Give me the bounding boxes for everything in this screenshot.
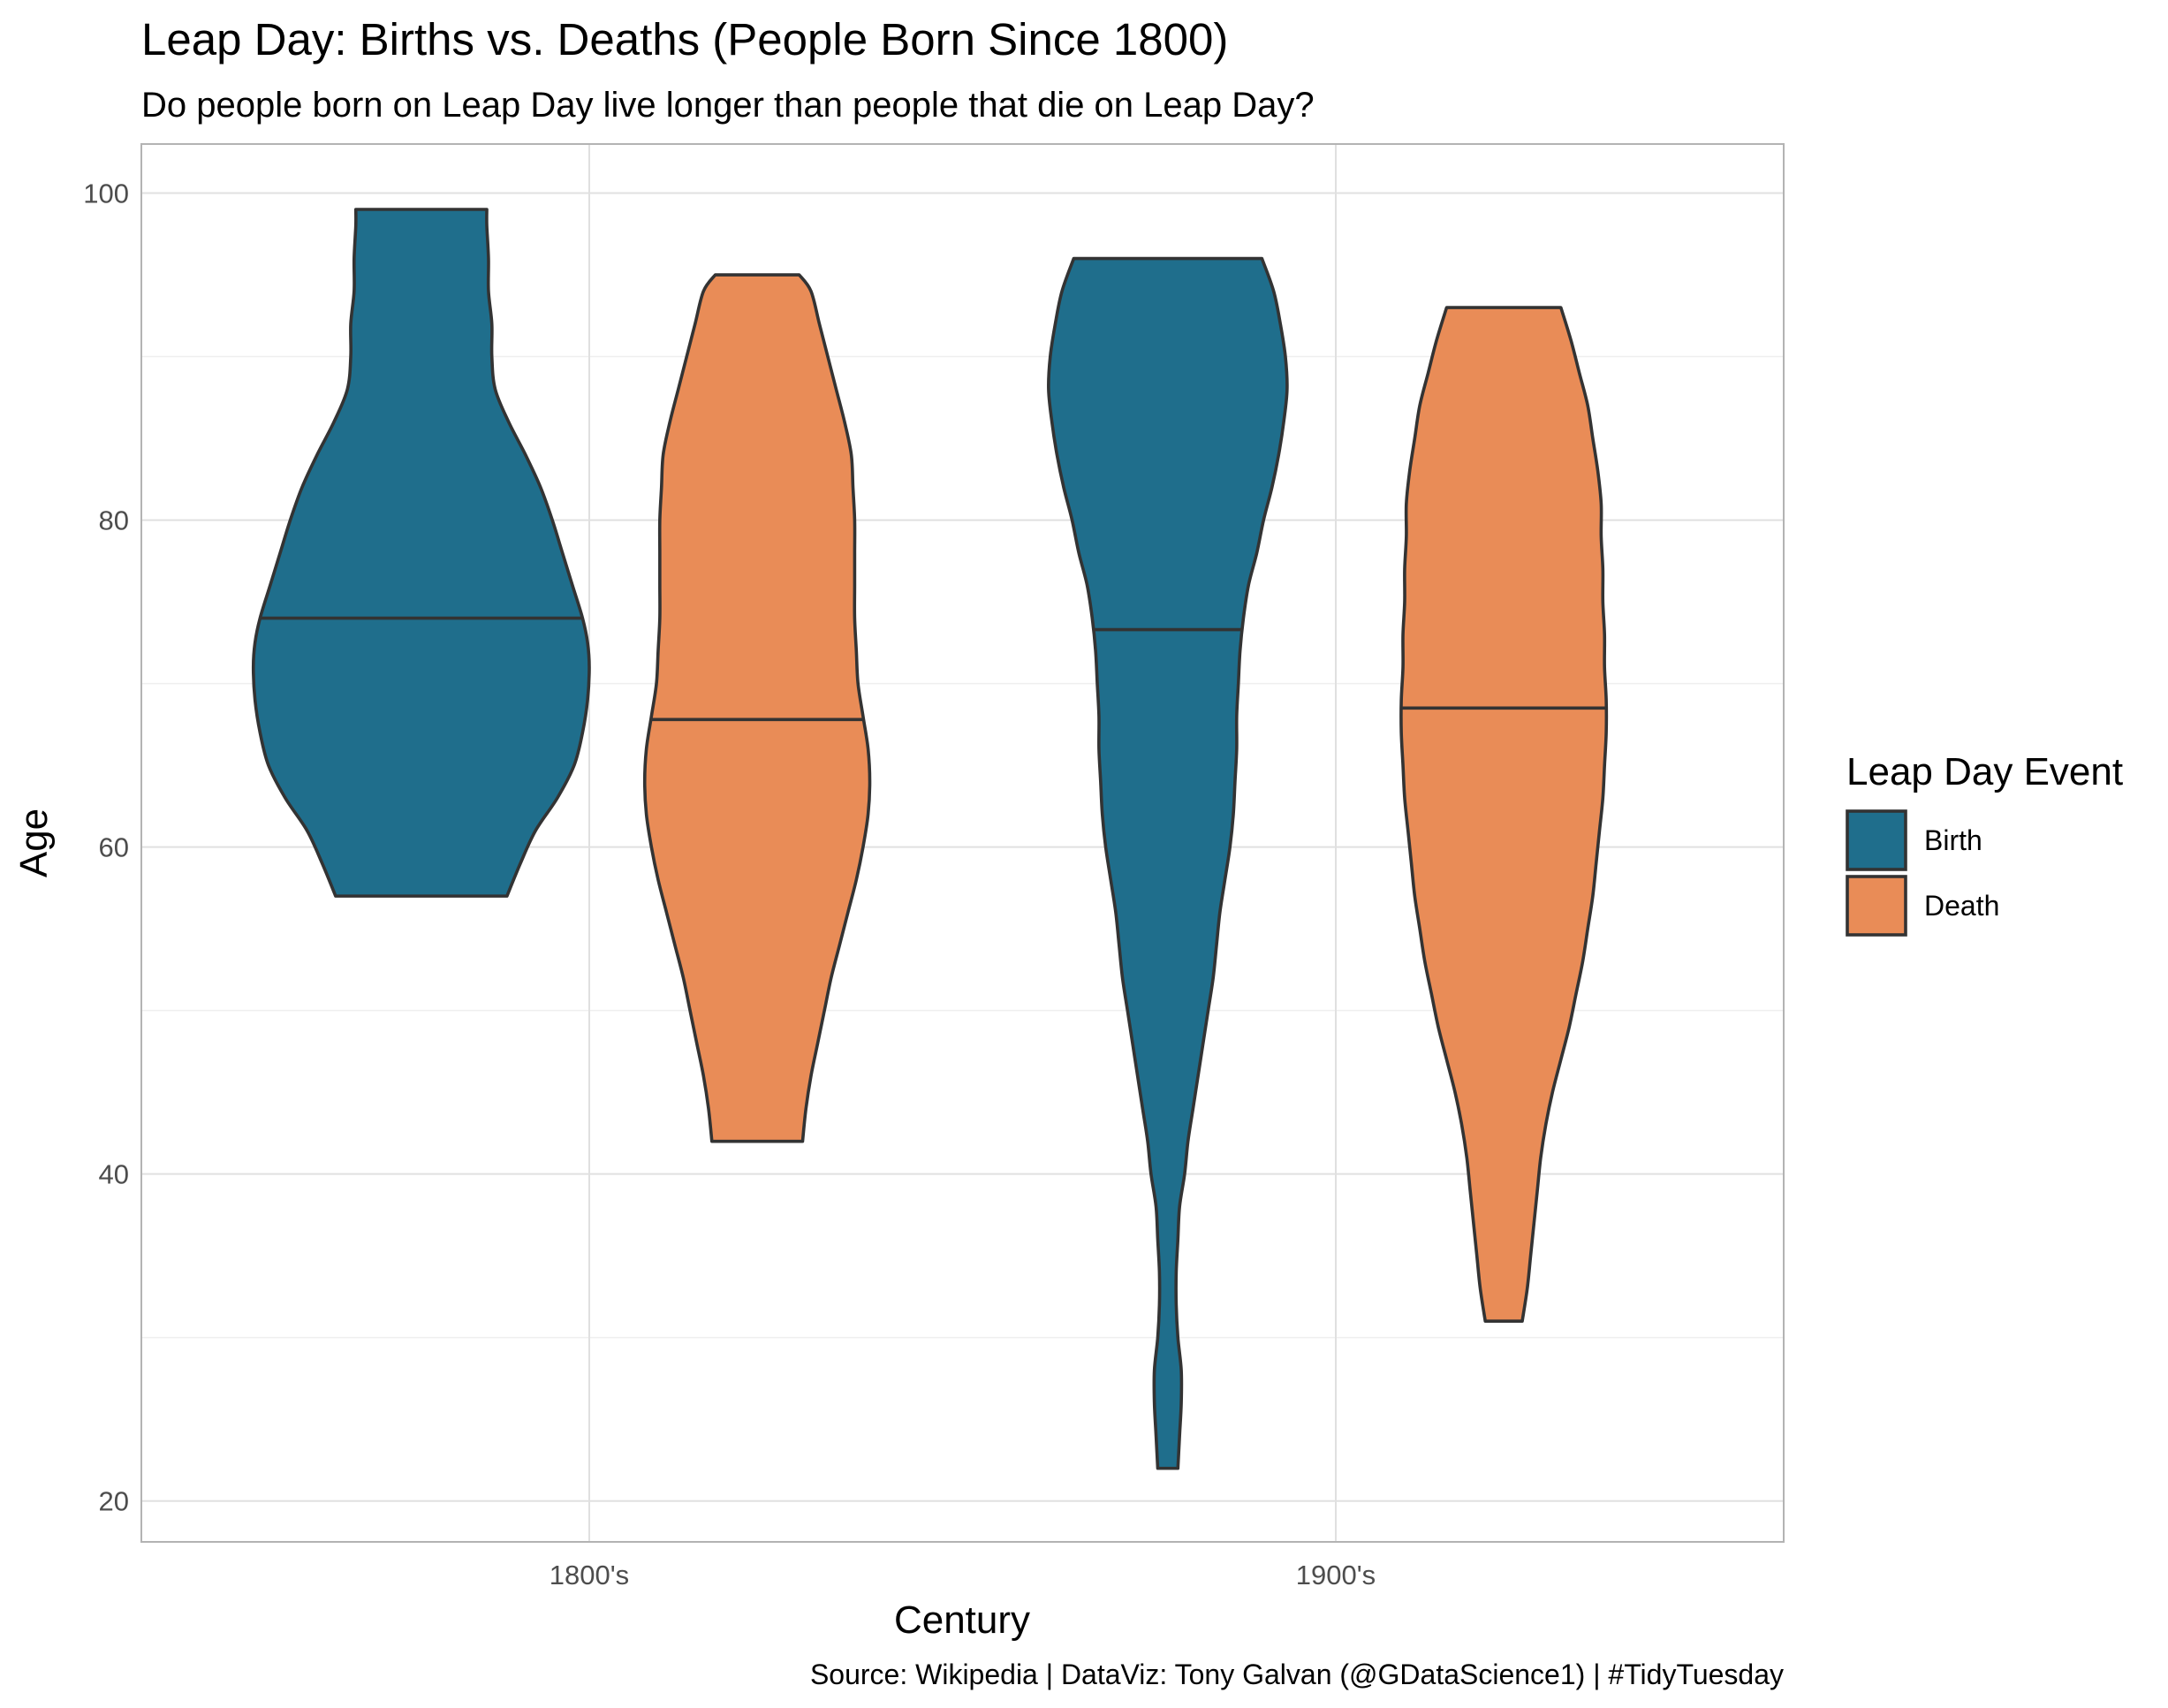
chart-title: Leap Day: Births vs. Deaths (People Born… (141, 14, 1228, 65)
violin-birth-1800 (251, 208, 591, 898)
legend-label-birth: Birth (1924, 824, 1982, 856)
x-tick-label: 1800's (550, 1560, 629, 1590)
legend-items: Birth Death (1846, 809, 1999, 937)
y-axis-ticks: 20 40 60 80 100 (83, 178, 129, 1517)
violin-death-1900 (1399, 306, 1609, 1324)
y-tick-label: 40 (99, 1159, 129, 1190)
chart-subtitle: Do people born on Leap Day live longer t… (141, 86, 1315, 125)
y-tick-label: 80 (99, 505, 129, 536)
violins (251, 208, 1609, 1470)
legend: Leap Day Event Birth Death (1846, 750, 2123, 937)
y-tick-label: 100 (83, 178, 129, 209)
caption: Source: Wikipedia | DataViz: Tony Galvan… (810, 1659, 1784, 1690)
x-tick-label: 1900's (1296, 1560, 1376, 1590)
y-axis-title: Age (12, 808, 56, 877)
violin-death-1800 (642, 273, 872, 1143)
x-axis-ticks: 1800's 1900's (550, 1560, 1376, 1590)
panel-border (140, 143, 1785, 1543)
violin-birth-1900 (1047, 256, 1289, 1470)
x-axis-title: Century (894, 1598, 1030, 1642)
y-tick-label: 60 (99, 832, 129, 863)
y-tick-label: 20 (99, 1486, 129, 1517)
legend-label-death: Death (1924, 890, 1999, 922)
legend-key-birth (1846, 809, 1907, 871)
legend-key-death (1846, 875, 1907, 937)
legend-title: Leap Day Event (1846, 750, 2123, 793)
